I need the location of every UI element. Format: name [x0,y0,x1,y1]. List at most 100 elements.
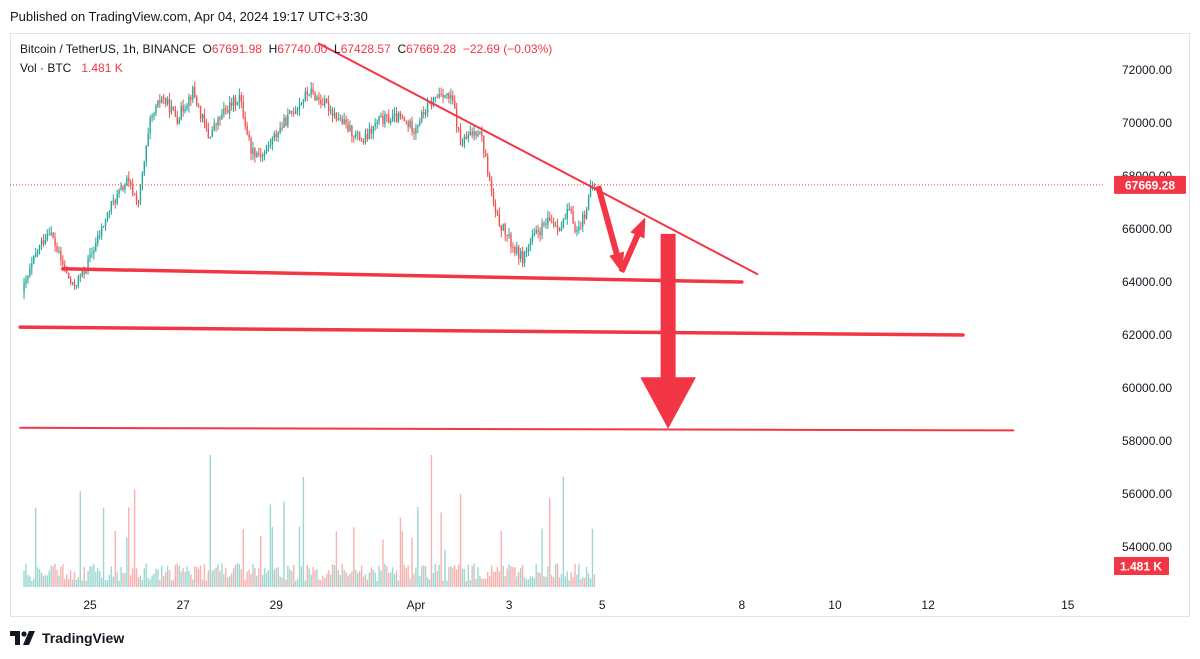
candlestick-chart[interactable]: 72000.0070000.0068000.0066000.0064000.00… [0,0,1200,620]
candle-body [405,120,407,122]
candle-body [591,185,594,187]
volume-bar [485,578,487,587]
volume-bar [407,565,409,587]
candle-body [388,115,390,123]
volume-bar [421,565,423,587]
candle-body [281,127,283,129]
time-axis[interactable]: 25 27 29 Apr 3 5 8 10 12 15 [83,598,1074,612]
candle-body [164,97,167,104]
candle-body [370,128,372,134]
volume-bar [267,570,270,587]
candle-body [277,132,279,138]
volume-bar [93,563,95,587]
price-axis[interactable]: 72000.0070000.0068000.0066000.0064000.00… [1122,63,1172,554]
price-tick-label: 60000.00 [1122,381,1172,395]
volume-bar [209,455,211,587]
candle-body [46,234,49,240]
candle-body [506,234,508,236]
close-label: C [397,42,407,56]
last-volume-tag-bg [1114,557,1169,575]
volume-bar [194,566,196,587]
candle-body [399,112,402,118]
volume-bar [440,512,442,587]
candle-body [467,134,469,139]
volume-bar [543,576,545,587]
candle-body [556,225,559,229]
volume-bar [574,563,576,587]
volume-bar [487,571,489,587]
volume-bar [337,570,340,587]
volume-bar [153,573,155,587]
volume-bar [271,527,274,587]
volume-bar [66,574,68,587]
candle-body [83,269,85,274]
candle-body [205,122,208,129]
volume-bar [481,578,483,587]
price-tick-label: 58000.00 [1122,434,1172,448]
volume-bar [213,569,215,587]
volume-bar [391,567,394,587]
drawing-layer[interactable] [18,42,1015,432]
candle-body [570,208,572,211]
volume-bar [91,566,93,587]
volume-bar [110,566,113,587]
candle-body [178,119,180,124]
volume-label[interactable]: Vol · BTC [20,61,72,75]
candle-body [535,230,537,234]
candle-body [137,202,140,204]
candle-body [31,263,33,269]
volume-bar [203,564,206,587]
volume-bar [126,537,128,587]
volume-bar [510,566,512,587]
candle-body [483,136,485,154]
candle-body [260,154,262,157]
low-value: 67428.57 [340,42,391,56]
candle-body [564,218,566,220]
candle-body [531,235,534,242]
candle-body [450,95,452,99]
candle-body [240,95,243,102]
volume-bar [591,528,594,587]
volume-bar [411,537,413,587]
volume-bar [306,564,308,587]
volume-bar [298,526,301,587]
volume-bar [217,564,219,587]
candle-body [232,97,235,106]
volume-bar [568,580,570,587]
volume-bar [452,567,454,587]
support-line [61,267,744,284]
volume-bar [182,568,184,587]
candle-body [362,141,365,143]
volume-bar [434,563,437,587]
price-tick-label: 56000.00 [1122,487,1172,501]
volume-bar [523,577,526,587]
candle-body [124,184,126,190]
volume-bar [314,570,316,587]
candle-body [527,245,530,252]
close-value: 67669.28 [406,42,457,56]
volume-bar [541,528,543,587]
footer-brand[interactable]: TradingView [10,630,124,646]
volume-bar [459,493,462,587]
volume-bar [537,572,539,587]
candle-body [143,161,146,174]
candle-body [475,131,477,136]
volume-bar [279,576,281,587]
candle-body [325,98,328,103]
candle-body [36,250,39,254]
volume-bar [308,568,310,587]
volume-bar [71,579,74,587]
candle-body [419,121,421,126]
candle-body [81,269,83,277]
candle-body [161,97,163,103]
volume-bar [219,570,221,587]
candle-body [393,113,396,116]
legend-symbol[interactable]: Bitcoin / TetherUS, 1h, BINANCE [20,42,196,56]
volume-bar [145,563,147,587]
volume-bar [335,531,338,587]
candle-body [589,186,592,197]
candle-body [339,118,341,120]
candle-body [27,275,29,280]
low-label: L [334,42,341,56]
volume-bar [228,576,231,587]
